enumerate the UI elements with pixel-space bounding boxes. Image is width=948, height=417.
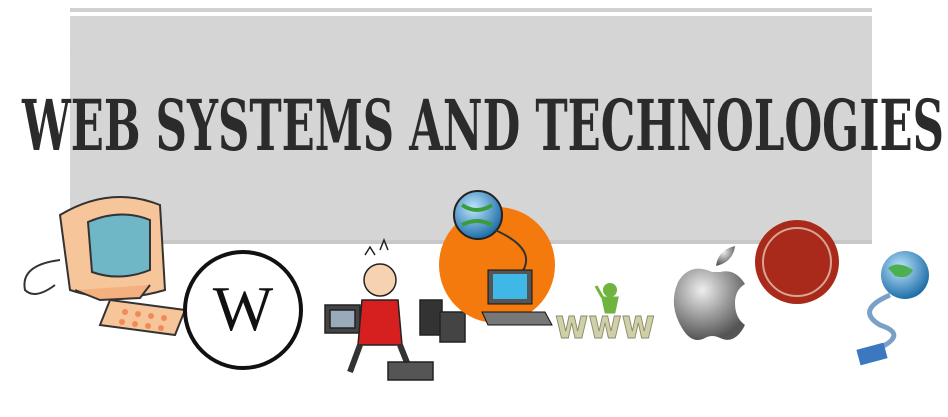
- www-text: www: [555, 302, 655, 348]
- www-clipart: www: [555, 283, 656, 349]
- apple-logo: [673, 246, 745, 341]
- person-clipart: [324, 237, 466, 381]
- network-globe: [856, 251, 929, 366]
- computer-clipart: [23, 196, 187, 337]
- internet-clipart: [439, 190, 555, 326]
- red-circle: [755, 220, 839, 304]
- logo-letter: W: [213, 273, 274, 344]
- w-logo: W: [183, 250, 303, 370]
- title: WEB SYSTEMS AND TECHNOLOGIES: [21, 84, 944, 167]
